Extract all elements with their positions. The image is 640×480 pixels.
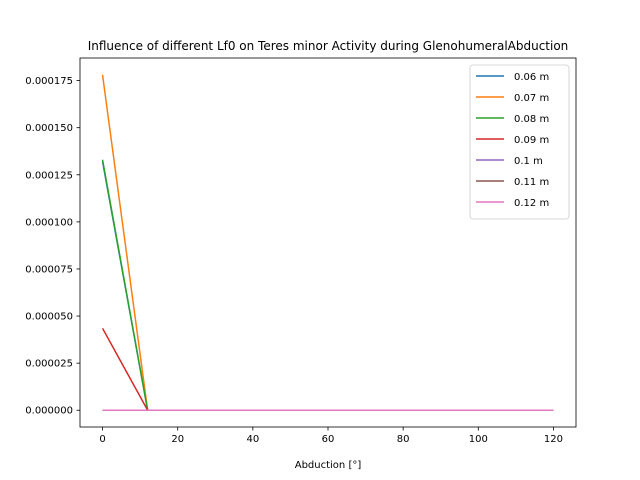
- y-tick-label: 0.000125: [25, 170, 73, 181]
- x-tick-label: 20: [171, 434, 184, 445]
- legend-label: 0.09 m: [514, 135, 549, 146]
- legend-label: 0.1 m: [514, 156, 543, 167]
- x-tick-label: 80: [397, 434, 410, 445]
- x-tick-label: 0: [99, 434, 105, 445]
- legend-label: 0.08 m: [514, 114, 549, 125]
- x-tick-label: 40: [246, 434, 259, 445]
- legend-label: 0.12 m: [514, 198, 549, 209]
- x-tick-label: 60: [322, 434, 335, 445]
- x-axis: 0 20 40 60 80 100 120: [99, 427, 563, 445]
- legend: 0.06 m 0.07 m 0.08 m 0.09 m 0.1 m 0.11 m 0.12 …: [469, 64, 570, 220]
- x-tick-label: 100: [469, 434, 488, 445]
- y-tick-label: 0.000100: [25, 217, 73, 228]
- x-axis-label: Abduction [°]: [295, 460, 362, 471]
- x-tick-label: 120: [544, 434, 563, 445]
- legend-label: 0.07 m: [514, 93, 549, 104]
- legend-label: 0.11 m: [514, 177, 549, 188]
- chart-title: Influence of different Lf0 on Teres mino…: [88, 39, 569, 53]
- y-tick-label: 0.000025: [25, 359, 73, 370]
- y-tick-label: 0.000050: [25, 312, 73, 323]
- y-tick-label: 0.000075: [25, 264, 73, 275]
- y-axis: 0.000000 0.000025 0.000050 0.000075 0.000100…: [25, 76, 80, 417]
- legend-label: 0.06 m: [514, 72, 549, 83]
- y-tick-label: 0.000175: [25, 76, 73, 87]
- y-tick-label: 0.000150: [25, 123, 73, 134]
- y-tick-label: 0.000000: [25, 406, 73, 417]
